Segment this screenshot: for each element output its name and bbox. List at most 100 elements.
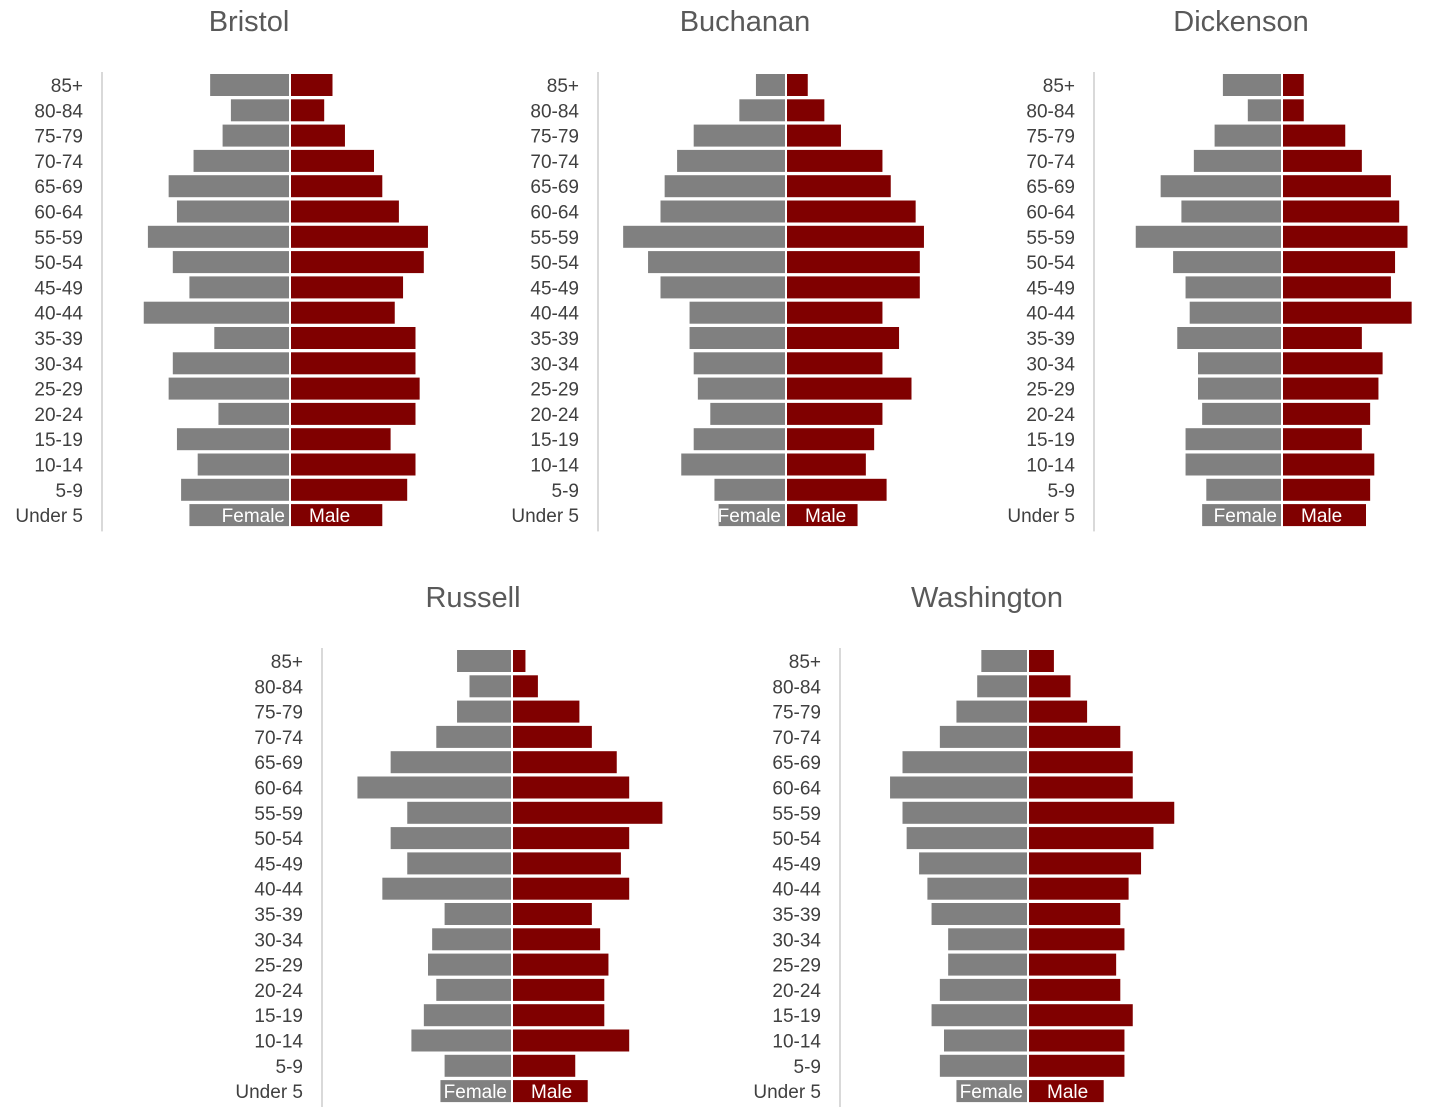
age-label: 50-54 — [34, 253, 83, 274]
female-bar — [944, 1029, 1027, 1052]
age-label: 30-34 — [772, 930, 821, 951]
male-bar — [1283, 352, 1383, 375]
age-label: 30-34 — [1026, 354, 1075, 375]
female-bar — [143, 301, 289, 324]
female-bar — [906, 827, 1027, 850]
male-bar — [291, 352, 416, 375]
male-bar — [291, 453, 416, 476]
male-bar — [1283, 175, 1391, 198]
male-bar — [513, 650, 526, 672]
male-bar — [513, 827, 630, 850]
male-bar — [1029, 650, 1054, 672]
male-bar — [1029, 776, 1133, 799]
female-bar — [423, 1004, 511, 1027]
age-label: 55-59 — [772, 804, 821, 825]
female-bar — [660, 200, 785, 223]
male-bar — [1283, 453, 1375, 476]
male-bar — [513, 877, 630, 900]
female-bar — [407, 801, 511, 824]
age-label: 80-84 — [34, 101, 83, 122]
male-bar — [787, 327, 900, 349]
female-bar — [718, 504, 785, 527]
male-bar — [1029, 751, 1133, 774]
age-label: 45-49 — [772, 854, 821, 875]
male-bar — [1029, 700, 1088, 723]
age-label: 35-39 — [254, 905, 303, 926]
female-bar — [1214, 124, 1281, 147]
female-bar — [931, 1004, 1027, 1027]
female-bar — [382, 877, 511, 900]
female-bar — [664, 175, 785, 198]
female-bar — [956, 700, 1027, 723]
male-bar — [513, 801, 663, 824]
age-label: 45-49 — [254, 854, 303, 875]
female-bar — [189, 276, 289, 299]
pyramid-panel-washington: 85+ 80-84 75-79 70-74 65-69 60-64 55-59 50-54 45… — [753, 648, 1175, 1107]
age-label: 35-39 — [772, 905, 821, 926]
female-bar — [436, 978, 511, 1001]
age-label: 25-29 — [34, 380, 83, 401]
female-bar — [1206, 478, 1281, 501]
male-bar — [1283, 99, 1304, 122]
age-label: 15-19 — [254, 1006, 303, 1027]
age-label: 50-54 — [772, 829, 821, 850]
female-bar — [172, 251, 289, 274]
male-bar — [1029, 1054, 1125, 1077]
age-label: 50-54 — [1026, 253, 1075, 274]
male-bar — [787, 428, 875, 451]
panel-title: Buchanan — [679, 6, 811, 38]
female-bar — [902, 751, 1027, 774]
female-bar — [948, 953, 1027, 976]
male-bar — [291, 200, 399, 223]
female-series-label: Female — [222, 506, 285, 527]
male-bar — [1029, 1029, 1125, 1052]
age-label: Under 5 — [511, 506, 579, 527]
female-bar — [1202, 402, 1281, 425]
female-bar — [189, 504, 289, 527]
female-bar — [390, 827, 511, 850]
age-label: 50-54 — [254, 829, 303, 850]
panel-title: Washington — [910, 582, 1064, 614]
age-label: 35-39 — [34, 329, 83, 350]
age-label: 80-84 — [772, 677, 821, 698]
pyramid-panel-bristol: 85+ 80-84 75-79 70-74 65-69 60-64 55-59 50-54 45… — [15, 72, 428, 532]
male-bar — [513, 700, 580, 723]
age-label: 10-14 — [254, 1032, 303, 1053]
female-bar — [890, 776, 1027, 799]
male-bar — [1283, 124, 1346, 147]
age-label: 40-44 — [1026, 304, 1075, 325]
female-bar — [697, 377, 785, 400]
age-label: 25-29 — [1026, 380, 1075, 401]
female-bar — [689, 327, 785, 349]
female-bar — [1198, 377, 1281, 400]
female-bar — [681, 453, 785, 476]
female-bar — [1193, 149, 1281, 172]
male-bar — [291, 74, 333, 96]
female-bar — [436, 725, 511, 748]
male-bar — [1029, 978, 1121, 1001]
female-bar — [176, 200, 289, 223]
male-bar — [1029, 675, 1071, 698]
male-bar — [291, 428, 391, 451]
male-bar — [291, 99, 325, 122]
male-bar — [513, 1029, 630, 1052]
age-label: 20-24 — [1026, 405, 1075, 426]
male-bar — [1283, 251, 1396, 274]
female-series-label: Female — [1214, 506, 1277, 527]
male-bar — [513, 928, 601, 951]
male-bar — [1029, 1080, 1104, 1103]
age-label: 20-24 — [530, 405, 579, 426]
female-bar — [919, 852, 1027, 875]
male-bar — [787, 504, 858, 527]
male-bar — [1283, 200, 1400, 223]
female-bar — [432, 928, 511, 951]
male-bar — [291, 478, 408, 501]
male-bar — [513, 1080, 588, 1103]
age-label: 65-69 — [530, 177, 579, 198]
age-label: 5-9 — [552, 481, 579, 502]
female-bar — [457, 650, 511, 672]
age-label: 5-9 — [276, 1057, 303, 1078]
female-bar — [230, 99, 289, 122]
female-bar — [168, 175, 289, 198]
female-bar — [147, 225, 289, 248]
